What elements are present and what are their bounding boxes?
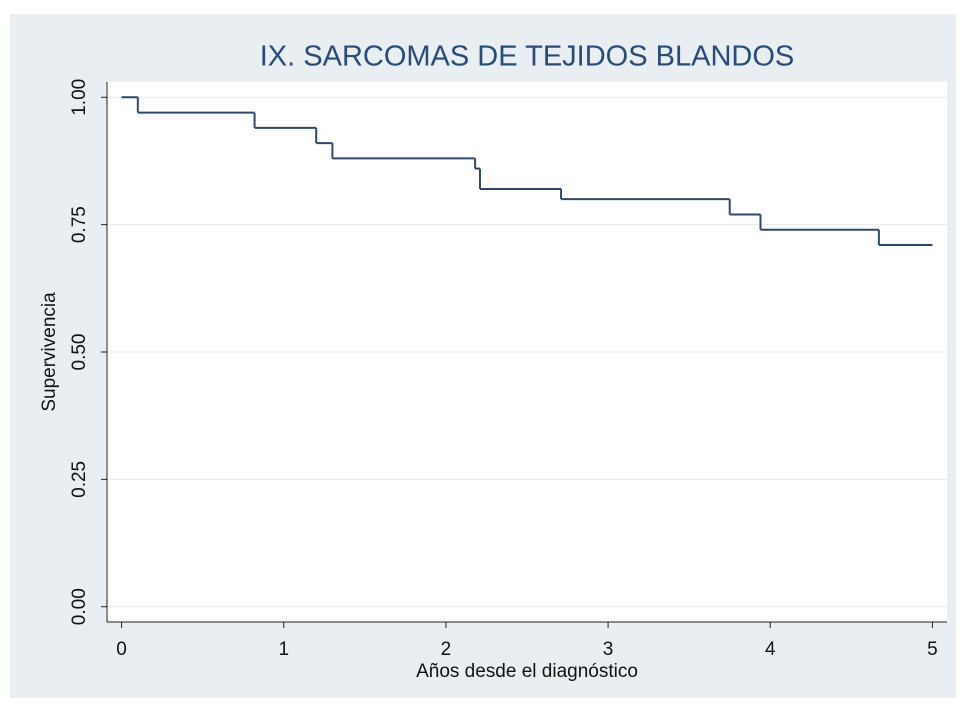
y-tick-label: 0.00 — [69, 588, 90, 625]
chart-title: IX. SARCOMAS DE TEJIDOS BLANDOS — [260, 41, 794, 73]
x-tick-label: 3 — [603, 639, 614, 660]
x-tick-label: 4 — [765, 639, 776, 660]
x-tick-label: 5 — [927, 639, 938, 660]
x-axis-title: Años desde el diagnóstico — [416, 661, 638, 682]
y-tick-label: 0.50 — [69, 334, 90, 371]
x-tick-label: 1 — [278, 639, 289, 660]
x-tick-label: 0 — [116, 639, 127, 660]
y-tick-label: 0.75 — [69, 206, 90, 243]
x-tick-label: 2 — [441, 639, 452, 660]
y-tick-label: 0.25 — [69, 461, 90, 498]
y-tick-label: 1.00 — [69, 79, 90, 116]
y-axis-title: Supervivencia — [39, 292, 60, 412]
